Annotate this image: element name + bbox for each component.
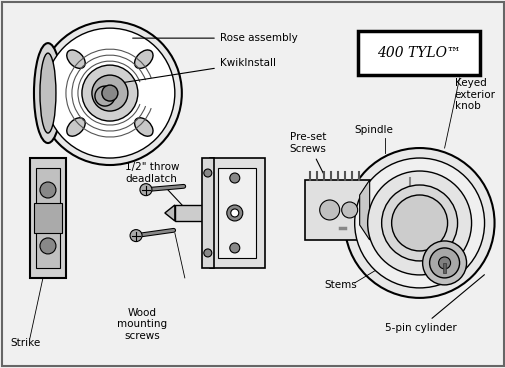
Bar bbox=[30, 158, 66, 278]
Circle shape bbox=[204, 249, 212, 257]
Text: Keyed
exterior
knob: Keyed exterior knob bbox=[453, 78, 494, 111]
Text: Rose assembly: Rose assembly bbox=[132, 33, 297, 43]
Ellipse shape bbox=[40, 53, 56, 133]
Circle shape bbox=[429, 248, 459, 278]
Ellipse shape bbox=[401, 198, 426, 238]
Circle shape bbox=[319, 200, 339, 220]
Text: Strike: Strike bbox=[10, 338, 40, 348]
Circle shape bbox=[438, 257, 449, 269]
Circle shape bbox=[226, 205, 242, 221]
Text: 5-pin cylinder: 5-pin cylinder bbox=[384, 275, 483, 333]
Bar bbox=[442, 263, 445, 273]
Circle shape bbox=[140, 184, 152, 196]
Bar bbox=[36, 168, 60, 268]
Text: 1/2" throw
deadlatch: 1/2" throw deadlatch bbox=[125, 162, 183, 206]
Circle shape bbox=[367, 171, 471, 275]
Circle shape bbox=[341, 202, 357, 218]
Circle shape bbox=[229, 243, 239, 253]
Circle shape bbox=[391, 195, 447, 251]
Text: 400 TYLO™: 400 TYLO™ bbox=[376, 46, 460, 60]
Circle shape bbox=[40, 182, 56, 198]
FancyBboxPatch shape bbox=[357, 31, 479, 75]
Text: Spindle: Spindle bbox=[354, 125, 393, 135]
Circle shape bbox=[102, 85, 118, 101]
Bar bbox=[201, 158, 214, 268]
Bar bbox=[364, 205, 419, 215]
Text: Wood
mounting
screws: Wood mounting screws bbox=[117, 308, 167, 341]
Polygon shape bbox=[359, 180, 369, 240]
Text: KwikInstall: KwikInstall bbox=[122, 58, 275, 83]
Circle shape bbox=[354, 158, 484, 288]
Circle shape bbox=[229, 173, 239, 183]
Circle shape bbox=[45, 28, 175, 158]
Ellipse shape bbox=[134, 50, 153, 68]
Bar bbox=[210, 158, 264, 268]
Polygon shape bbox=[165, 205, 175, 221]
Circle shape bbox=[422, 241, 466, 285]
Circle shape bbox=[95, 86, 115, 106]
Ellipse shape bbox=[67, 118, 85, 136]
Circle shape bbox=[204, 169, 212, 177]
Text: Stems: Stems bbox=[324, 280, 357, 290]
Circle shape bbox=[82, 65, 137, 121]
Circle shape bbox=[381, 185, 457, 261]
Text: Pre-set
Screws: Pre-set Screws bbox=[289, 132, 326, 174]
Circle shape bbox=[130, 230, 142, 241]
Circle shape bbox=[344, 148, 493, 298]
Circle shape bbox=[230, 209, 238, 217]
Circle shape bbox=[38, 21, 181, 165]
Bar bbox=[175, 205, 210, 221]
Circle shape bbox=[40, 238, 56, 254]
Bar bbox=[417, 219, 447, 227]
Ellipse shape bbox=[67, 50, 85, 68]
Ellipse shape bbox=[34, 43, 62, 143]
Circle shape bbox=[92, 75, 128, 111]
Bar bbox=[34, 203, 62, 233]
Ellipse shape bbox=[134, 118, 153, 136]
Bar bbox=[217, 168, 255, 258]
Bar bbox=[304, 180, 369, 240]
